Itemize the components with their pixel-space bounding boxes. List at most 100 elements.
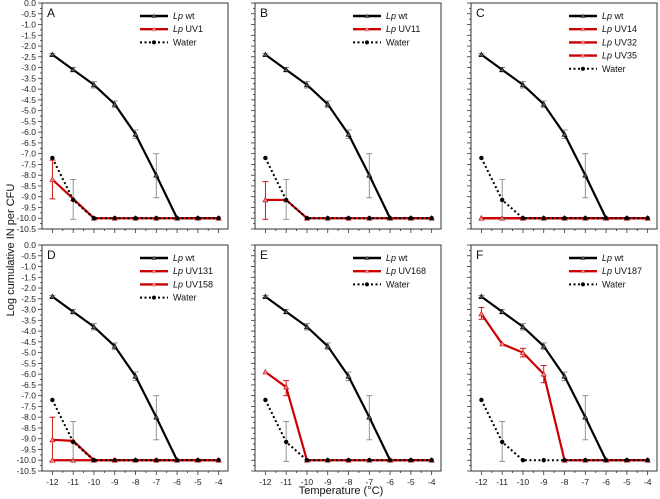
legend-label-strain: wt [185,253,195,263]
series-lp-uv168 [262,368,435,463]
legend-label-genus: Lp [173,24,183,34]
y-tick-label: -4.5 [21,337,36,347]
data-point [195,458,201,463]
legend-label-strain: Water [602,279,626,289]
y-tick-label: -2.5 [21,294,36,304]
data-point [387,216,393,221]
x-tick-label: -4 [215,477,223,487]
legend-label-genus: Lp [386,24,396,34]
y-tick-label: -8.5 [21,181,36,191]
legend-entry: Water [140,37,197,47]
y-tick-label: -6.5 [21,138,36,148]
legend-entry: Lp UV32 [569,37,637,47]
data-point [541,216,546,221]
y-tick-label: -3.0 [21,305,36,315]
data-point [216,216,221,221]
legend-label-strain: UV32 [615,37,638,47]
data-point [216,458,221,463]
series-line [51,178,219,220]
legend-label-genus: Lp [602,266,612,276]
panel-letter: F [476,248,483,262]
panel-letter: A [47,6,55,20]
data-point [283,308,290,315]
data-point [70,197,76,203]
series-water [50,155,221,221]
series-water [263,155,434,221]
data-point [346,216,351,221]
data-point [561,373,568,379]
y-tick-label: -2.0 [21,283,36,293]
data-point [499,197,505,203]
data-point [262,368,269,375]
panel-letter: C [476,6,485,20]
legend-label-genus: Lp [602,24,612,34]
series-line [480,399,648,462]
data-point [50,397,55,403]
legend-label: Lp UV187 [602,266,642,276]
data-point [603,216,609,221]
data-point [478,51,485,57]
data-point [562,216,567,221]
y-tick-label: -6.0 [21,127,36,137]
legend-entry: Lp UV35 [569,51,637,61]
data-point [49,293,56,299]
y-tick-label: -3.0 [21,63,36,73]
data-point [499,340,506,347]
legend-marker [151,268,157,274]
legend-label-strain: Water [173,37,197,47]
y-tick-label: -9.5 [21,202,36,212]
legend-label: Water [173,37,197,47]
legend-label-strain: UV1 [186,24,204,34]
y-tick-label: -5.0 [21,348,36,358]
legend-marker [152,295,156,300]
x-tick-label: -6 [386,477,394,487]
x-tick-label: -12 [475,477,488,487]
legend-label-strain: wt [398,11,408,21]
legend-marker [151,255,157,260]
data-point [346,458,351,463]
y-tick-label: -6.5 [21,380,36,390]
legend-label-genus: Lp [173,279,183,289]
data-point [303,323,310,330]
legend-label: Lp UV32 [602,37,637,47]
panel-letter: B [260,6,268,20]
y-tick-label: -7.0 [21,391,36,401]
y-tick-label: -3.5 [21,73,36,83]
x-tick-label: -9 [324,477,332,487]
data-point [645,458,650,463]
x-tick-label: -5 [194,477,202,487]
data-point [367,216,372,221]
series-line [264,157,432,220]
legend-label: Lp UV131 [173,266,213,276]
data-point [479,155,484,161]
data-point [387,458,393,463]
legend-label: Lp wt [173,253,195,263]
data-point [408,458,414,463]
data-point [324,101,331,107]
data-point [499,308,506,315]
data-point [133,458,138,463]
x-tick-label: -4 [644,477,652,487]
legend-label-strain: Water [386,37,410,47]
data-point [408,216,414,221]
data-point [519,349,526,355]
series-lp-wt [49,293,222,463]
x-tick-label: -12 [259,477,272,487]
panel-a: 0.0-0.5-1.0-1.5-2.0-2.5-3.0-3.5-4.0-4.5-… [17,0,229,234]
legend-label: Lp wt [386,11,408,21]
legend-label-strain: UV131 [186,266,214,276]
x-tick-label: -9 [111,477,119,487]
data-point [262,196,269,203]
legend-marker [151,13,157,18]
y-tick-label: -3.5 [21,315,36,325]
y-tick-label: -7.5 [21,401,36,411]
data-point [478,293,485,299]
series-water [479,397,650,463]
y-tick-label: -1.5 [21,272,36,282]
legend-entry: Water [353,279,410,289]
y-tick-label: -7.5 [21,159,36,169]
data-point [70,439,76,445]
